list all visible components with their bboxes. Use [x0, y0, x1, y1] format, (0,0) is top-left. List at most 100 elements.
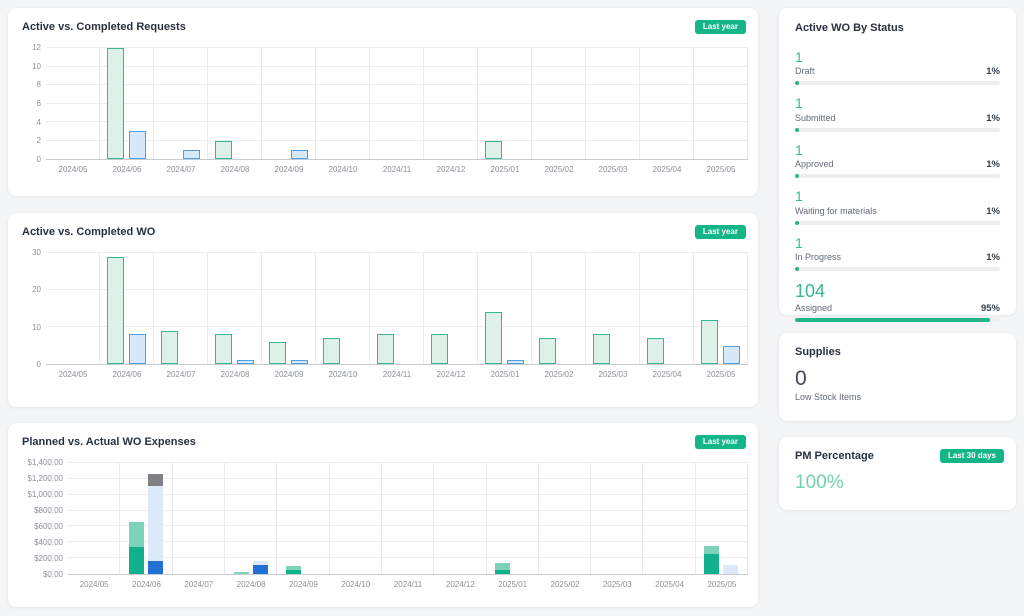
status-list: 1 Draft 1% 1 Submitted 1% 1 Approved 1% 1 Waiting …	[795, 49, 1000, 322]
status-row-assigned[interactable]: 104 Assigned 95%	[795, 280, 1000, 322]
chart-header: Planned vs. Actual WO Expenses Last year	[8, 423, 758, 449]
x-axis-labels: 2024/05 2024/06 2024/07 2024/08 2024/09 2024/…	[46, 160, 748, 174]
status-label: Approved	[795, 159, 834, 170]
completed-bar-segment	[723, 345, 740, 364]
status-progress-fill	[795, 174, 799, 179]
active-bar-segment	[215, 140, 232, 159]
category-column	[694, 253, 748, 364]
x-tick-label: 2024/11	[393, 580, 423, 589]
x-tick-label: 2025/05	[707, 580, 737, 589]
category-column	[316, 48, 370, 159]
completed-bar-slot	[507, 253, 524, 364]
completed-bar-slot	[453, 253, 470, 364]
completed-bar-slot	[75, 253, 92, 364]
status-label: Assigned	[795, 302, 833, 313]
status-row-waiting-for-materials[interactable]: 1 Waiting for materials 1%	[795, 188, 1000, 225]
planned-bar-slot	[652, 463, 667, 574]
category-column	[316, 253, 370, 364]
active-bar-segment	[269, 341, 286, 364]
completed-bar-slot	[399, 48, 416, 159]
planned-bar-segment	[495, 562, 511, 571]
planned-bar-slot	[600, 463, 615, 574]
status-row-submitted[interactable]: 1 Submitted 1%	[795, 95, 1000, 132]
active-bar-slot	[161, 253, 178, 364]
active-bar-segment	[485, 140, 502, 159]
x-tick-label: 2024/07	[166, 370, 196, 379]
status-percent: 1%	[986, 112, 1000, 124]
completed-bar-slot	[399, 253, 416, 364]
completed-bar-slot	[129, 48, 146, 159]
x-tick-label: 2025/04	[652, 370, 682, 379]
x-tick-label: 2025/01	[498, 580, 528, 589]
category-column	[694, 48, 748, 159]
planned-bar-slot	[338, 463, 353, 574]
category-column	[225, 463, 278, 574]
x-tick-label: 2024/08	[236, 580, 266, 589]
category-column	[262, 253, 316, 364]
y-tick-label: $800.00	[34, 506, 63, 515]
actual-bar-slot	[410, 463, 425, 574]
planned-bar-segment	[495, 570, 511, 574]
category-column	[370, 253, 424, 364]
y-tick-label: 0	[36, 360, 41, 369]
y-tick-label: 6	[36, 99, 41, 108]
gridline	[68, 477, 748, 479]
active-bar-slot	[215, 253, 232, 364]
x-tick-label: 2025/05	[706, 165, 736, 174]
chart-panel-active-vs-completed-wo: Active vs. Completed WO Last year 0 10 20 3…	[8, 213, 758, 407]
x-tick-label: 2025/04	[655, 580, 685, 589]
status-count: 1	[795, 234, 803, 251]
y-tick-label: 10	[32, 322, 41, 332]
status-count: 104	[795, 280, 826, 301]
actual-bar-slot	[200, 463, 215, 574]
active-bar-segment	[647, 338, 664, 364]
chart-header: Active vs. Completed Requests Last year	[8, 8, 758, 34]
active-bar-segment	[431, 334, 448, 364]
category-column	[100, 253, 154, 364]
status-progress-track	[795, 266, 1000, 271]
x-tick-label: 2024/08	[220, 370, 250, 379]
x-tick-label: 2024/07	[184, 580, 214, 589]
chart-title: Active vs. Completed Requests	[22, 21, 186, 33]
completed-bar-slot	[291, 253, 308, 364]
category-column	[382, 463, 435, 574]
planned-bar-segment	[128, 547, 144, 574]
active-bar-slot	[701, 48, 718, 159]
category-column	[640, 48, 694, 159]
planned-bar-slot	[495, 463, 511, 574]
category-column	[478, 253, 532, 364]
x-tick-label: 2024/12	[436, 165, 466, 174]
completed-bar-segment	[507, 360, 524, 364]
category-column	[120, 463, 173, 574]
x-tick-label: 2025/05	[706, 370, 736, 379]
y-tick-label: $400.00	[34, 538, 63, 547]
status-row-in-progress[interactable]: 1 In Progress 1%	[795, 234, 1000, 271]
active-bar-slot	[377, 48, 394, 159]
x-tick-label: 2024/11	[382, 370, 412, 379]
category-column	[424, 48, 478, 159]
active-bar-slot	[647, 48, 664, 159]
planned-bar-segment	[128, 521, 144, 548]
gridline	[68, 493, 748, 495]
gridline	[46, 326, 748, 328]
chart-panel-active-vs-completed-requests: Active vs. Completed Requests Last year …	[8, 8, 758, 196]
planned-bar-slot	[181, 463, 196, 574]
status-row-draft[interactable]: 1 Draft 1%	[795, 49, 1000, 86]
category-column	[173, 463, 225, 574]
actual-bar-segment	[147, 486, 163, 561]
status-percent: 1%	[986, 66, 1000, 78]
status-row-approved[interactable]: 1 Approved 1%	[795, 142, 1000, 179]
status-progress-fill	[795, 127, 799, 132]
status-progress-fill	[795, 266, 799, 271]
status-count: 1	[795, 95, 803, 112]
x-tick-label: 2024/10	[328, 165, 358, 174]
actual-bar-segment	[147, 560, 163, 574]
active-wo-by-status-panel: Active WO By Status 1 Draft 1% 1 Submitted 1%…	[779, 8, 1016, 322]
category-column	[208, 48, 262, 159]
status-progress-track	[795, 317, 1000, 322]
pm-percentage-value: 100%	[795, 472, 844, 493]
status-line: Draft 1%	[795, 66, 1000, 77]
actual-bar-slot	[723, 463, 739, 574]
active-bar-segment	[701, 319, 718, 364]
y-tick-label: $1,200.00	[27, 474, 63, 483]
